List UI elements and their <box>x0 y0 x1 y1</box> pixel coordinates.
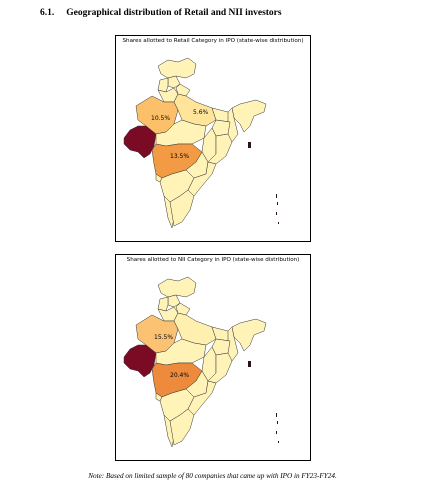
state-gujarat <box>123 344 157 378</box>
state-uttarakhand <box>175 302 191 316</box>
retail-india-map: 10.5% 5.6% 13.5% <box>123 57 279 229</box>
state-odisha <box>207 133 233 165</box>
state-northeast <box>231 99 267 133</box>
label-uttar-pradesh: 5.6% <box>193 109 209 116</box>
nii-map-figure: Shares allotted to NII Category in IPO (… <box>115 254 311 461</box>
section-heading: 6.1. Geographical distribution of Retail… <box>40 8 410 18</box>
state-northeast <box>231 318 267 352</box>
label-maharashtra: 13.5% <box>170 153 189 160</box>
label-rajasthan: 10.5% <box>151 115 170 122</box>
state-punjab <box>157 296 169 312</box>
footnote: Note: Based on limited sample of 80 comp… <box>88 472 337 480</box>
tripura-mark <box>248 142 251 148</box>
section-number: 6.1. <box>40 8 55 18</box>
state-odisha <box>207 352 233 384</box>
state-tamil-nadu <box>169 408 195 446</box>
state-jammu-kashmir <box>157 57 197 79</box>
state-kerala <box>163 195 175 229</box>
retail-map-figure: Shares allotted to Retail Category in IP… <box>115 35 311 242</box>
state-uttarakhand <box>175 83 191 97</box>
section-title: Geographical distribution of Retail and … <box>66 8 282 18</box>
state-gujarat <box>123 125 157 159</box>
nii-india-map: 15.5% 20.4% <box>123 276 279 448</box>
label-rajasthan: 15.5% <box>154 334 173 341</box>
state-jammu-kashmir <box>157 276 197 298</box>
islands <box>276 194 279 224</box>
retail-map-title: Shares allotted to Retail Category in IP… <box>122 38 304 44</box>
state-tamil-nadu <box>169 189 195 227</box>
label-maharashtra: 20.4% <box>170 372 189 379</box>
tripura-mark <box>248 361 251 367</box>
state-punjab <box>157 77 169 93</box>
nii-map-title: Shares allotted to NII Category in IPO (… <box>126 257 300 263</box>
islands <box>276 413 279 443</box>
state-kerala <box>163 414 175 448</box>
